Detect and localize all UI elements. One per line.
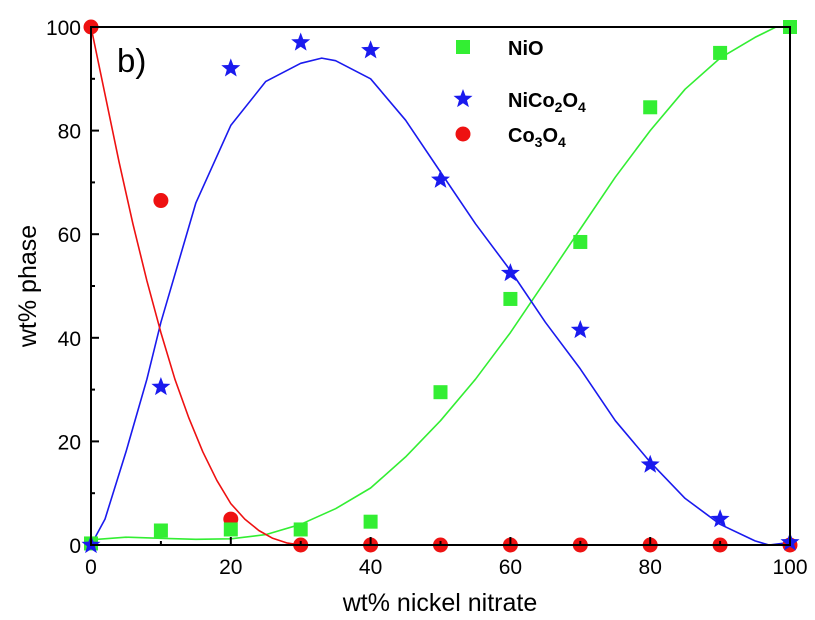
x-tick-label: 40 <box>359 556 382 579</box>
nico2o4-legend-label: NiCo2O4 <box>508 90 586 115</box>
nio-point <box>363 514 378 529</box>
nio-point <box>153 523 168 538</box>
nico2o4-fit-line <box>91 57 790 545</box>
x-tick-label: 100 <box>772 556 807 579</box>
y-tick-label: 20 <box>58 431 81 454</box>
nio-point <box>643 100 658 115</box>
nico2o4-legend-marker <box>453 89 473 108</box>
nico2o4-point <box>710 509 730 528</box>
co3o4-fit-line <box>91 27 301 545</box>
y-tick-label: 80 <box>58 121 81 144</box>
tick-labels: 0 20 40 60 80 100 0 20 40 60 80 100 <box>46 17 808 579</box>
fit-lines <box>91 27 790 545</box>
nico2o4-point <box>361 40 381 59</box>
x-tick-label: 0 <box>85 556 97 579</box>
nio-point <box>293 522 308 537</box>
legend: NiO NiCo2O4 Co3O4 <box>453 38 586 150</box>
x-axis-title: wt% nickel nitrate <box>342 589 538 617</box>
y-tick-label: 100 <box>46 17 81 40</box>
nico2o4-point <box>640 454 660 473</box>
y-axis-title: wt% phase <box>14 225 42 348</box>
nico2o4-point <box>221 58 241 77</box>
axis-ticks <box>90 26 791 546</box>
co3o4-legend-label: Co3O4 <box>508 125 566 150</box>
nio-fit-line <box>91 27 790 541</box>
nico2o4-point <box>500 263 520 282</box>
nico2o4-point <box>570 320 590 339</box>
panel-label: b) <box>117 42 146 79</box>
x-tick-label: 80 <box>639 556 662 579</box>
y-tick-label: 0 <box>69 535 81 558</box>
nio-legend-label: NiO <box>508 38 544 60</box>
co3o4-point <box>153 193 169 209</box>
nico2o4-point <box>431 169 450 188</box>
nio-point <box>223 522 238 537</box>
data-markers <box>81 19 800 554</box>
nico2o4-point <box>151 377 171 396</box>
nico2o4-point <box>291 32 311 51</box>
nio-point <box>573 234 588 249</box>
x-tick-label: 60 <box>499 556 522 579</box>
co3o4-legend-marker <box>455 126 471 142</box>
nio-point <box>503 291 518 306</box>
nio-legend-marker <box>456 40 470 54</box>
y-tick-label: 60 <box>58 224 81 247</box>
y-tick-label: 40 <box>58 328 81 351</box>
nio-point <box>433 385 448 400</box>
x-tick-label: 20 <box>219 556 242 579</box>
nio-point <box>713 45 728 60</box>
